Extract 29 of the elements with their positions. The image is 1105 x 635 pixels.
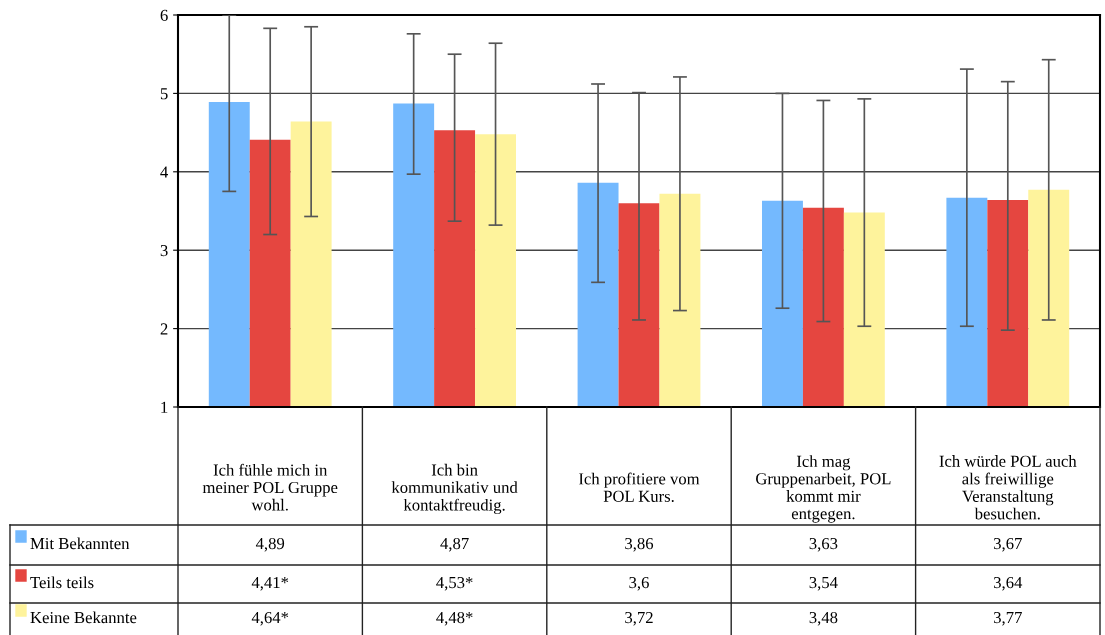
data-label: 3,48	[809, 611, 838, 626]
y-tick-label: 1	[161, 401, 168, 413]
data-label: 3,63	[809, 537, 838, 552]
x-tick-label: Ich mag Gruppenarbeit, POL kommt mir entgegen.	[756, 455, 891, 523]
x-tick-label: Ich würde POL auch als freiwillige Veranstaltung besuchen.	[939, 455, 1077, 520]
y-tick-label: 6	[160, 9, 168, 21]
data-label: 4,64*	[251, 611, 289, 626]
x-tick-label: Ich profitiere vom POL Kurs.	[578, 472, 700, 502]
y-tick-label: 2	[160, 323, 168, 335]
legend-label: Mit Bekannten	[30, 537, 130, 550]
legend-label: Teils teils	[30, 576, 94, 589]
y-tick-label: 3	[160, 244, 168, 257]
data-label: 3,54	[809, 576, 838, 591]
data-label: 4,89	[255, 537, 285, 552]
data-label: 3,67	[994, 537, 1022, 552]
data-label: 3,64	[994, 576, 1023, 591]
y-tick-label: 4	[160, 166, 169, 178]
legend-label: Keine Bekannte	[30, 611, 137, 624]
x-tick-label: Ich fühle mich in meiner POL Gruppe wohl.	[202, 463, 338, 511]
x-tick-label: Ich bin kommunikativ und kontaktfreudig.	[391, 463, 518, 515]
data-label: 3,72	[625, 611, 653, 626]
y-tick-label: 5	[160, 88, 168, 100]
data-label: 3,86	[625, 537, 654, 552]
data-label: 3,6	[629, 576, 649, 591]
data-label: 4,41*	[251, 577, 289, 591]
data-label: 4,48*	[436, 611, 473, 626]
data-label: 3,77	[994, 611, 1022, 626]
data-label: 4,87	[440, 537, 469, 552]
data-label: 4,53*	[436, 576, 473, 591]
